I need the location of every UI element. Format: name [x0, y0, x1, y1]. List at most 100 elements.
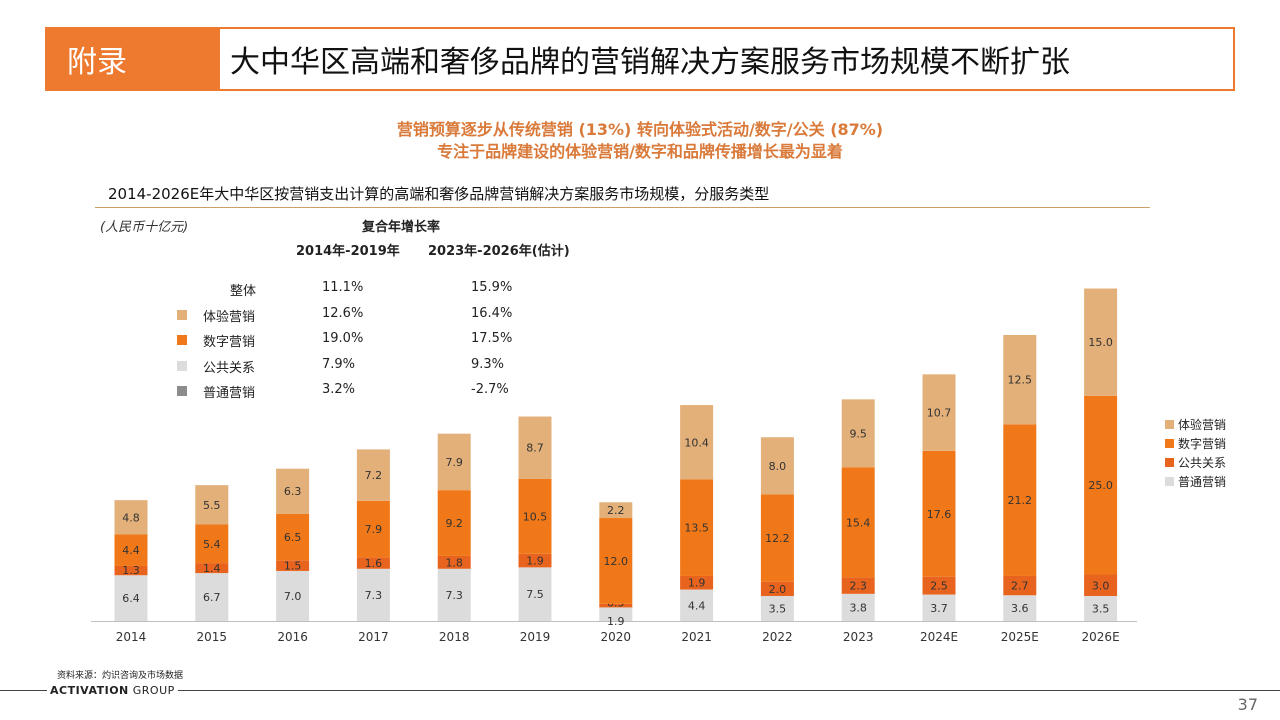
bar-segment: [599, 607, 633, 621]
footer-divider: [0, 690, 1280, 691]
cagr-value-2023-2026: 9.3%: [471, 356, 505, 372]
bar-segment: [518, 478, 552, 554]
bar-segment: [760, 437, 794, 495]
x-tick-label: 2023: [843, 630, 874, 644]
legend-item: 数字营销: [1165, 435, 1226, 452]
bar-data-label: 15.0: [1088, 336, 1113, 349]
bar-segment: [437, 568, 471, 621]
bar-segment: [1084, 595, 1118, 621]
bar-segment: [1003, 335, 1037, 425]
cagr-value-2014-2019: 12.6%: [322, 305, 364, 321]
x-tick-label: 2020: [601, 630, 632, 644]
bar-data-label: 4.8: [122, 511, 140, 524]
bar-data-label: 1.9: [607, 615, 625, 628]
x-tick-label: 2014: [116, 630, 147, 644]
bar-data-label: 7.9: [445, 456, 463, 469]
legend-label: 公共关系: [1178, 456, 1227, 470]
legend-label: 体验营销: [1178, 418, 1227, 432]
bar-segment: [276, 468, 310, 514]
legend-item: 普通营销: [1165, 473, 1226, 490]
cagr-heading: 复合年增长率: [362, 220, 441, 235]
bar-data-label: 3.0: [1092, 579, 1110, 592]
x-tick-label: 2018: [439, 630, 470, 644]
slide-header: 附录 大中华区高端和奢侈品牌的营销解决方案服务市场规模不断扩张: [45, 27, 1235, 91]
bar-data-label: 3.5: [1092, 602, 1110, 615]
legend-swatch: [1165, 420, 1174, 429]
cagr-value-2023-2026: 16.4%: [471, 305, 513, 321]
bar-segment: [760, 494, 794, 582]
legend-label: 普通营销: [1178, 475, 1227, 489]
bar-segment: [680, 589, 714, 621]
bar-segment: [841, 399, 875, 468]
x-tick-label: 2021: [681, 630, 712, 644]
cagr-swatch: [177, 335, 187, 345]
bar-data-label: 2.5: [930, 580, 948, 593]
bar-segment: [680, 405, 714, 480]
bar-data-label: 8.7: [526, 442, 544, 455]
cagr-period-1: 2014年-2019年: [296, 244, 400, 259]
cagr-value-2014-2019: 7.9%: [322, 356, 356, 372]
bar-segment: [356, 500, 390, 558]
bar-segment: [922, 594, 956, 621]
bar-data-label: 3.8: [849, 601, 867, 614]
cagr-row-label: 普通营销: [203, 386, 256, 401]
source-note: 资料来源：灼识咨询及市场数据: [57, 671, 184, 681]
bar-data-label: 7.3: [365, 589, 383, 602]
slide-title: 大中华区高端和奢侈品牌的营销解决方案服务市场规模不断扩张: [230, 45, 1070, 80]
cagr-row-label: 体验营销: [203, 309, 256, 325]
bar-segment: [437, 555, 471, 569]
legend-item: 公共关系: [1165, 454, 1226, 471]
bar-segment: [1003, 424, 1037, 576]
x-tick-label: 2019: [520, 630, 551, 644]
bar-segment: [1084, 574, 1118, 596]
bar-segment: [518, 567, 552, 621]
brand-rest: GROUP: [128, 684, 175, 697]
bar-data-label: 5.4: [203, 538, 221, 551]
bar-data-label: 1.6: [365, 557, 383, 570]
x-tick-label: 2022: [762, 630, 793, 644]
bar-data-label: 7.3: [445, 589, 463, 602]
legend-swatch: [1165, 458, 1174, 467]
cagr-swatch: [177, 309, 187, 320]
bar-segment: [680, 479, 714, 576]
bar-segment: [276, 570, 310, 621]
x-tick-label: 2024E: [920, 630, 958, 644]
x-tick-label: 2025E: [1001, 630, 1039, 644]
subtitle-line-2: 专注于品牌建设的体验营销/数字和品牌传播增长最为显着: [437, 142, 843, 161]
bar-data-label: 12.5: [1008, 374, 1033, 387]
bar-segment: [114, 534, 148, 566]
bar-data-label: 7.5: [526, 588, 544, 601]
bar-segment: [276, 513, 310, 561]
cagr-value-2014-2019: 3.2%: [322, 382, 356, 397]
bar-segment: [599, 603, 633, 608]
legend-label: 数字营销: [1178, 437, 1227, 451]
bar-data-label: 2.7: [1011, 580, 1029, 593]
legend-item: 体验营销: [1165, 416, 1226, 433]
cagr-row-label: 数字营销: [203, 335, 256, 350]
bar-segment: [518, 416, 552, 479]
bar-data-label: 21.2: [1008, 494, 1033, 507]
bar-data-label: 4.4: [688, 599, 706, 612]
bar-data-label: 10.5: [523, 510, 548, 523]
legend-swatch: [1165, 439, 1174, 448]
bar-data-label: 1.9: [688, 577, 706, 590]
bar-segment: [841, 467, 875, 578]
bar-segment: [922, 374, 956, 451]
bar-data-label: 1.5: [284, 560, 302, 573]
cagr-value-2023-2026: 15.9%: [471, 280, 513, 295]
cagr-value-2014-2019: 19.0%: [322, 331, 364, 346]
subtitle-line-1: 营销预算逐步从传统营销 (13%) 转向体验式活动/数字/公关 (87%): [396, 120, 884, 139]
bar-segment: [922, 576, 956, 595]
cagr-row-label: 公共关系: [203, 360, 256, 376]
bar-data-label: 13.5: [684, 522, 709, 535]
bar-data-label: 1.4: [203, 562, 221, 575]
bar-data-label: 12.0: [604, 555, 629, 568]
bar-segment: [680, 575, 714, 590]
bar-data-label: 9.2: [445, 517, 463, 530]
bar-segment: [114, 500, 148, 535]
cagr-row-label: 整体: [230, 284, 257, 299]
x-tick-label: 2026E: [1082, 630, 1120, 644]
chart-title: 2014-2026E年大中华区按营销支出计算的高端和奢侈品牌营销解决方案服务市场…: [108, 185, 770, 203]
bar-segment: [437, 433, 471, 491]
